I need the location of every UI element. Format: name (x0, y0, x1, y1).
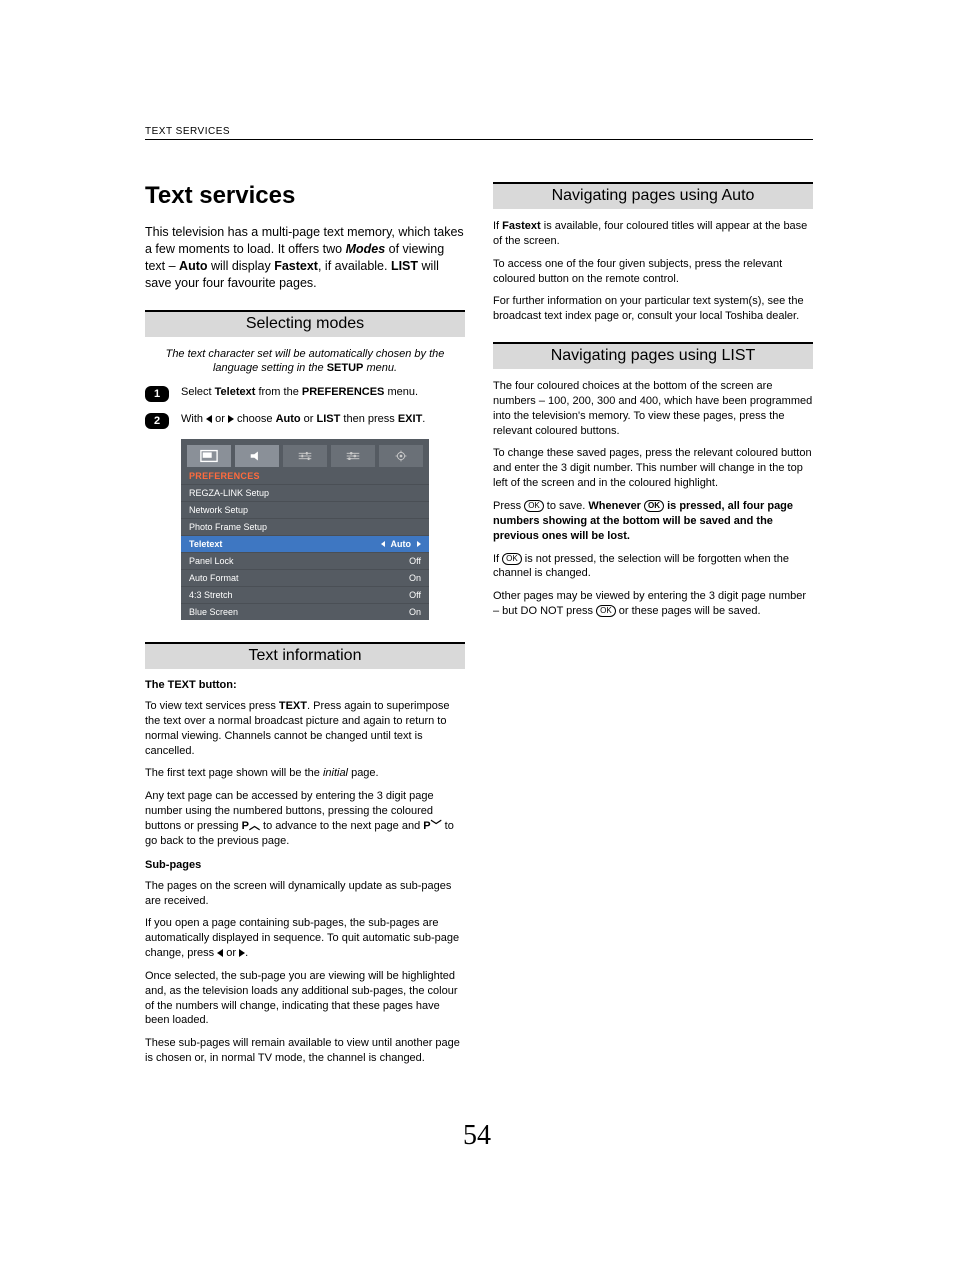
body-paragraph: If OK is not pressed, the selection will… (493, 552, 813, 582)
section-nav-auto: Navigating pages using Auto (493, 182, 813, 209)
left-column: Text services This television has a mult… (145, 182, 465, 1074)
note-text: The text character set will be automatic… (145, 347, 465, 376)
menu-row: REGZA-LINK Setup (181, 484, 429, 501)
tab-setup-icon (331, 445, 375, 467)
page-number: 54 (0, 1120, 954, 1152)
step-badge-1: 1 (145, 386, 169, 402)
ok-button-icon: OK (524, 500, 544, 512)
body-paragraph: To access one of the four given subjects… (493, 257, 813, 287)
right-column: Navigating pages using Auto If Fastext i… (493, 182, 813, 1074)
tab-picture-icon (187, 445, 231, 467)
down-chevron-icon: ﹀ (431, 819, 442, 834)
step-2: 2 With or choose Auto or LIST then press… (145, 412, 465, 429)
menu-row: Network Setup (181, 501, 429, 518)
tab-sound-icon (235, 445, 279, 467)
running-header: TEXT SERVICES (145, 126, 813, 137)
body-paragraph: To change these saved pages, press the r… (493, 446, 813, 491)
ok-button-icon: OK (502, 553, 522, 565)
menu-screenshot: PREFERENCES REGZA-LINK SetupNetwork Setu… (145, 439, 465, 620)
body-paragraph: The four coloured choices at the bottom … (493, 379, 813, 438)
sub-text-button: The TEXT button: (145, 679, 465, 691)
menu-row: 4:3 StretchOff (181, 586, 429, 603)
section-text-information: Text information (145, 642, 465, 669)
menu-row: Blue ScreenOn (181, 603, 429, 620)
menu-row: Auto FormatOn (181, 569, 429, 586)
up-chevron-icon: ︿ (249, 819, 260, 834)
menu-row: TeletextAuto (181, 535, 429, 552)
body-paragraph: The pages on the screen will dynamically… (145, 879, 465, 909)
sub-subpages: Sub-pages (145, 859, 465, 871)
body-paragraph: Other pages may be viewed by entering th… (493, 589, 813, 619)
body-paragraph: Press OK to save. Whenever OK is pressed… (493, 499, 813, 544)
body-paragraph: For further information on your particul… (493, 294, 813, 324)
menu-row: Panel LockOff (181, 552, 429, 569)
body-paragraph: These sub-pages will remain available to… (145, 1036, 465, 1066)
menu-row: Photo Frame Setup (181, 518, 429, 535)
tab-preferences-icon (283, 445, 327, 467)
ok-button-icon: OK (596, 605, 616, 617)
body-paragraph: Any text page can be accessed by enterin… (145, 789, 465, 848)
body-paragraph: The first text page shown will be the in… (145, 766, 465, 781)
two-columns: Text services This television has a mult… (145, 182, 813, 1074)
body-paragraph: Once selected, the sub-page you are view… (145, 969, 465, 1028)
section-nav-list: Navigating pages using LIST (493, 342, 813, 369)
menu-tabs (181, 439, 429, 467)
header-rule (145, 139, 813, 140)
section-selecting-modes: Selecting modes (145, 310, 465, 337)
step-badge-2: 2 (145, 413, 169, 429)
tab-apps-icon (379, 445, 423, 467)
body-paragraph: If you open a page containing sub-pages,… (145, 916, 465, 961)
page-content: TEXT SERVICES Text services This televis… (145, 126, 813, 1074)
menu-title: PREFERENCES (181, 467, 429, 484)
page-title: Text services (145, 182, 465, 210)
ok-button-icon: OK (644, 500, 664, 512)
body-paragraph: To view text services press TEXT. Press … (145, 699, 465, 758)
intro-paragraph: This television has a multi-page text me… (145, 224, 465, 292)
step-1: 1 Select Teletext from the PREFERENCES m… (145, 385, 465, 402)
body-paragraph: If Fastext is available, four coloured t… (493, 219, 813, 249)
